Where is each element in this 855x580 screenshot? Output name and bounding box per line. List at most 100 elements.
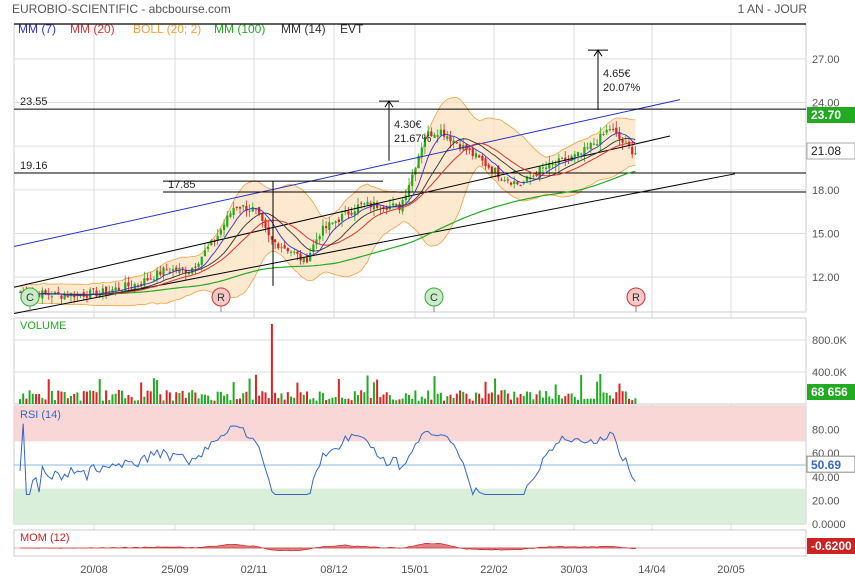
ma7-line [19,132,636,297]
volume-bar [210,399,213,404]
candle-body [331,222,334,224]
volume-bar [325,400,328,404]
candle-body [487,164,490,168]
volume-bar [172,400,175,404]
volume-bar [223,395,226,404]
volume-bar [191,390,194,404]
volume-bar [551,398,554,404]
volume-bar [194,392,197,404]
candle-body [385,207,388,210]
candle-body [92,288,95,290]
candle-body [360,202,363,204]
volume-bar [277,398,280,404]
candle-body [305,257,309,263]
candle-body [57,292,60,294]
price-tick-label: 18.00 [812,185,840,197]
candle-body [433,134,436,138]
candle-body [372,202,376,210]
annotation-arrowhead [593,49,603,57]
volume-bar [245,391,248,404]
candle-body [471,148,474,156]
candle-body [66,296,69,298]
candle-body [315,239,318,245]
volume-bar [117,390,120,404]
candle-body [334,221,337,224]
candle-body [503,180,506,182]
volume-bar [497,394,500,404]
period-text[interactable]: 1 AN - JOUR [737,2,807,16]
volume-bar [321,392,324,404]
volume-bar [95,392,98,404]
candle-body [203,250,207,257]
axes: 12.0015.0018.0021.0024.0027.0023.7021.08… [80,54,855,576]
candle-body [44,290,47,294]
last-price-badge: 23.70 [811,108,841,122]
candle-body [535,174,538,176]
candle-body [478,155,481,158]
volume-bar [108,399,111,404]
volume-bar [535,394,538,404]
marker-label: C [26,292,34,304]
candle-body [293,251,296,253]
volume-bar [369,398,372,404]
volume-bar [152,378,155,404]
volume-bar [124,398,127,404]
candle-body [631,146,634,155]
candle-body [455,142,458,144]
rsi-tick-label: 0.0000 [812,519,846,531]
rsi-tick-label: 20.00 [812,495,840,507]
candle-body [286,248,289,252]
volume-bar [561,398,564,404]
volume-bar [411,398,414,404]
volume-bar [347,398,350,404]
volume-bar [274,392,277,404]
candle-body [207,246,210,249]
volume-bar [525,391,528,404]
volume-bar [50,390,53,404]
candle-body [149,278,152,280]
candle-body [580,153,583,155]
price-tick-label: 15.00 [812,228,840,240]
volume-bar [420,396,423,404]
volume-bar [554,384,557,404]
candle-body [124,282,127,291]
candle-body [245,205,248,212]
annotation-amount: 4.30€ [394,119,422,131]
candle-body [226,215,229,227]
volume-bar [248,378,251,404]
candle-body [340,214,344,221]
candle-body [529,177,532,179]
volume-bar [41,397,44,404]
volume-bar [111,394,114,404]
candle-body [171,269,175,272]
volume-bar [130,396,133,404]
candle-body [519,185,522,187]
volume-bar [235,399,238,404]
volume-bar [239,398,242,404]
legend-item: EVT [340,22,364,36]
last-ma-badge-bg [806,142,855,160]
volume-bar [592,398,595,404]
candle-body [258,206,261,215]
volume-bar [213,400,216,404]
volume-bar [232,382,235,404]
candle-body [634,153,637,155]
x-tick-label: 22/02 [480,564,508,576]
candle-body [599,133,602,145]
volume-bar [175,392,178,404]
annotation-amount: 4.65€ [603,68,631,80]
legend-item: BOLL (20; 2) [133,22,201,36]
candle-body [222,224,226,231]
candle-body [267,226,270,236]
trend-line-lower [13,173,736,314]
price-tick-label: 24.00 [812,98,840,110]
candle-body [621,139,624,143]
candle-body [318,236,321,240]
volume-bar [140,382,143,404]
volume-bar [634,398,637,404]
volume-bar [92,390,95,404]
volume-bar [417,400,420,404]
candle-body [229,213,232,217]
volume-bar [197,398,200,404]
volume-bar [484,381,487,404]
